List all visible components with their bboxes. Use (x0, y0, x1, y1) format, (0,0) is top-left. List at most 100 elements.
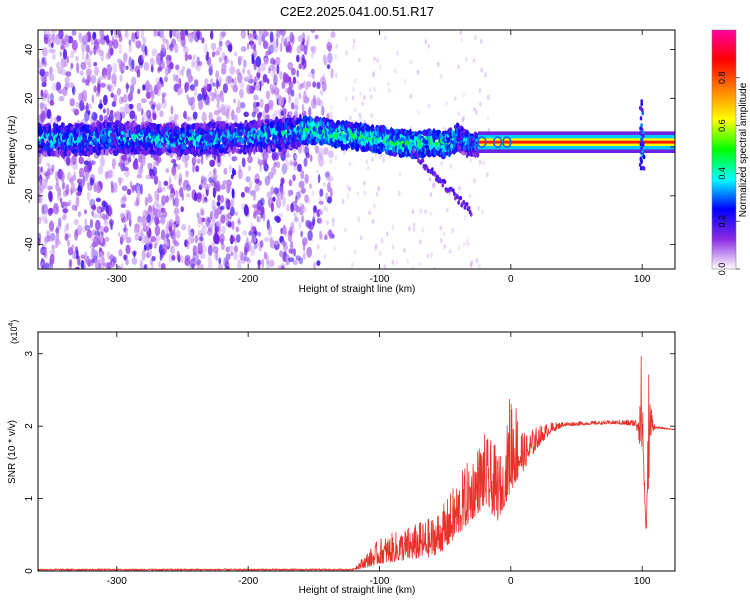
heatmap-cell (97, 82, 101, 95)
heatmap-cell (184, 160, 189, 168)
heatmap-cell (90, 75, 97, 84)
heatmap-cell (143, 61, 150, 71)
heatmap-cell (197, 93, 203, 102)
heatmap-cell (275, 161, 281, 169)
snr-y-axis-label: SNR (10 * v/v) (7, 420, 18, 484)
heatmap-cell (330, 31, 336, 38)
heatmap-cell (47, 190, 53, 200)
heatmap-cell (196, 212, 200, 219)
colorbar-frame (711, 29, 737, 270)
heatmap-cell (197, 216, 202, 224)
heatmap-cell (478, 140, 675, 144)
heatmap-cell (93, 66, 100, 76)
heatmap-cell (295, 204, 299, 213)
heatmap-cell (40, 166, 43, 173)
heatmap-cell (236, 234, 241, 243)
heatmap-cell (86, 75, 92, 83)
heatmap-cell (91, 242, 97, 248)
heatmap-cell (161, 147, 166, 154)
heatmap-cell (272, 196, 276, 202)
heatmap-cell (68, 259, 73, 268)
heatmap-cell (346, 193, 350, 199)
heatmap-cell (269, 83, 273, 92)
heatmap-cell (214, 88, 217, 99)
heatmap-cell (239, 88, 244, 99)
heatmap-cell (60, 68, 67, 76)
heatmap-cell (239, 251, 244, 261)
heatmap-cell (460, 37, 463, 43)
heatmap-cell (209, 159, 216, 167)
heatmap-cell (233, 250, 238, 261)
heatmap-cell (48, 38, 52, 48)
heatmap-cell (256, 215, 260, 223)
heatmap-cell (43, 107, 49, 119)
heatmap-cell (222, 180, 229, 185)
heatmap-cell (230, 251, 234, 257)
heatmap-cell (241, 157, 246, 168)
heatmap-cell (288, 111, 293, 116)
heatmap-cell (121, 154, 127, 161)
heatmap-cell (55, 81, 61, 92)
heatmap-cell (349, 115, 352, 121)
heatmap-cell (134, 233, 140, 241)
y-tick-label: 0 (24, 144, 35, 150)
heatmap-cell (200, 155, 204, 165)
heatmap-cell (162, 47, 166, 55)
heatmap-cell (218, 38, 223, 50)
heatmap-cell (365, 159, 369, 165)
heatmap-cell (139, 259, 143, 269)
heatmap-cell (306, 246, 313, 258)
heatmap-cell (246, 258, 252, 264)
heatmap-cell (161, 93, 165, 105)
heatmap-cell (232, 146, 236, 153)
heatmap-cell (46, 30, 50, 38)
heatmap-cell (38, 166, 41, 177)
heatmap-cell (212, 173, 218, 182)
heatmap-cell (223, 213, 229, 221)
heatmap-cell (177, 164, 181, 170)
heatmap-cell (110, 83, 114, 96)
heatmap-cell (165, 65, 169, 77)
heatmap-cell (198, 99, 204, 110)
heatmap-cell (324, 234, 328, 241)
heatmap-cell (112, 39, 119, 49)
heatmap-cell (218, 40, 223, 47)
heatmap-cell (107, 69, 111, 81)
heatmap-cell (95, 197, 101, 203)
heatmap-cell (41, 138, 45, 143)
heatmap-cell (243, 204, 249, 217)
heatmap-cell (161, 195, 167, 206)
heatmap-cell (308, 106, 312, 118)
heatmap-cell (361, 101, 364, 106)
heatmap-cell (373, 56, 376, 62)
heatmap-cell (154, 242, 157, 249)
heatmap-cell (479, 159, 482, 165)
heatmap-cell (105, 212, 110, 220)
heatmap-cell (286, 204, 290, 212)
heatmap-cell (51, 82, 57, 92)
heatmap-cell (463, 215, 467, 221)
heatmap-cell (138, 156, 142, 163)
heatmap-cell (164, 76, 168, 83)
heatmap-cell (481, 209, 484, 215)
heatmap-cell (303, 80, 306, 88)
heatmap-cell (71, 30, 77, 36)
heatmap-cell (403, 247, 406, 253)
heatmap-cell (307, 42, 311, 48)
heatmap-cell (62, 48, 68, 60)
heatmap-cell (469, 262, 473, 268)
heatmap-cell (141, 108, 144, 116)
heatmap-cell (327, 52, 333, 64)
heatmap-cell (218, 263, 223, 269)
heatmap-cell (340, 130, 344, 136)
heatmap-cell (92, 204, 96, 211)
heatmap-cell (128, 91, 133, 102)
heatmap-cell (201, 37, 205, 44)
heatmap-cell (273, 161, 277, 168)
heatmap-cell (412, 148, 415, 153)
heatmap-cell (153, 30, 156, 38)
heatmap-cell (108, 169, 114, 179)
heatmap-cell (228, 164, 232, 174)
heatmap-cell (102, 108, 106, 114)
heatmap-cell (328, 178, 331, 184)
